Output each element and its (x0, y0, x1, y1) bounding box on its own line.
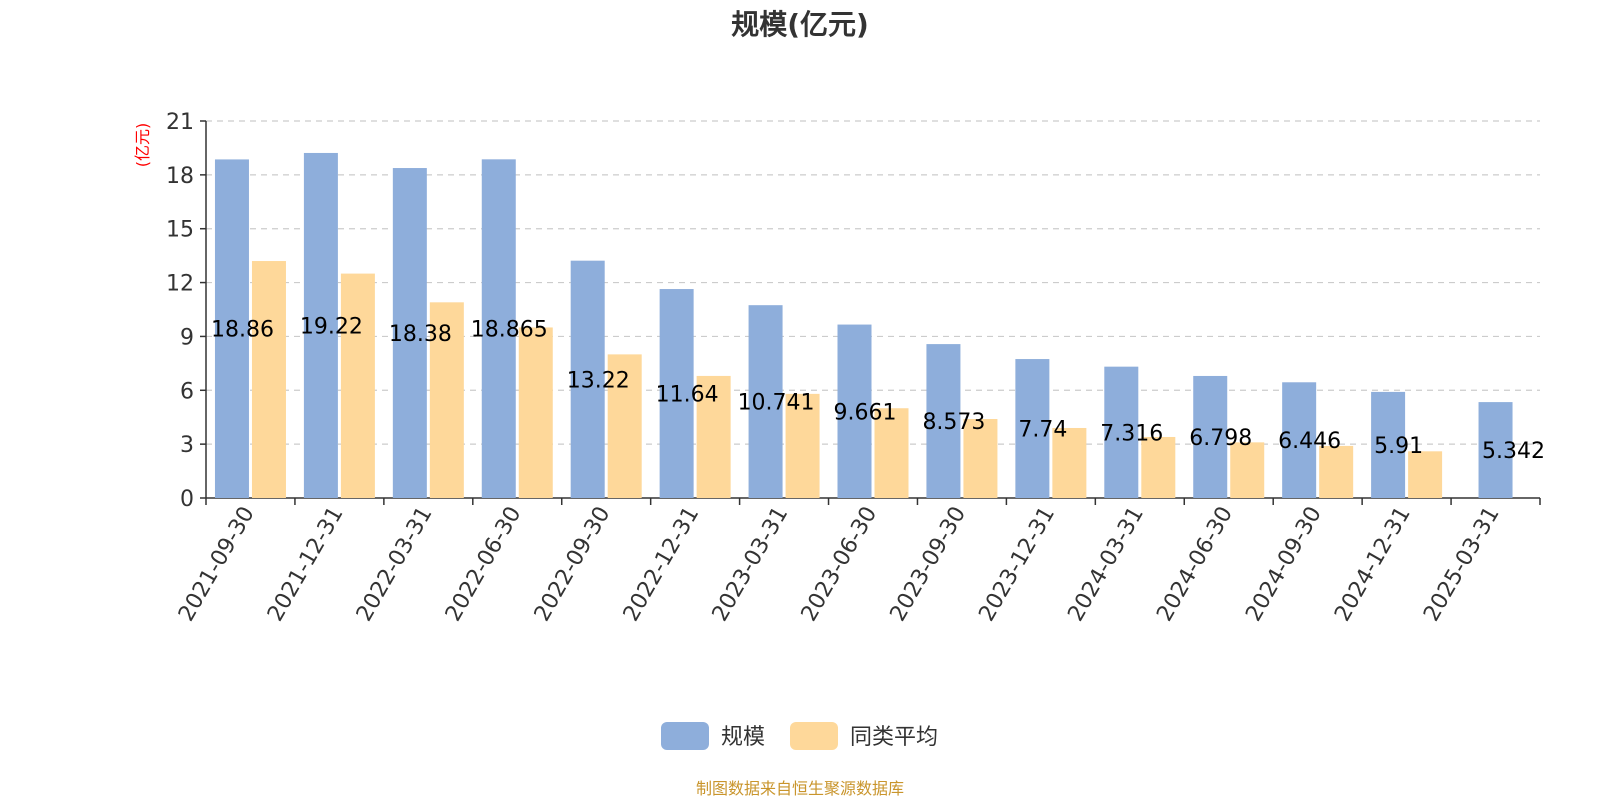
x-tick-label-2023-06-30: 2023-06-30 (797, 503, 883, 626)
data-source-note: 制图数据来自恒生聚源数据库 (696, 779, 904, 798)
legend: 规模 同类平均 (661, 722, 938, 750)
bar-category-average-2023-03-31 (785, 393, 820, 498)
bar-category-average-2023-06-30 (874, 408, 909, 498)
data-label-2022-09-30: 13.22 (567, 368, 630, 393)
y-tick-label: 15 (166, 218, 194, 243)
x-tick-labels: 2021-09-30 2021-12-31 2022-03-31 2022-06-30… (174, 503, 1505, 626)
data-label-2021-09-30: 18.86 (211, 318, 274, 343)
data-label-2023-06-30: 9.661 (834, 400, 897, 425)
bar-category-average-2024-09-30 (1319, 445, 1354, 498)
bar-category-average-2022-12-31 (696, 375, 731, 498)
bar-scale-2023-03-31 (748, 305, 783, 498)
legend-label-scale: 规模 (721, 725, 765, 750)
chart-title: 规模(亿元) (731, 8, 869, 41)
data-label-2022-06-30: 18.865 (471, 318, 548, 343)
bar-scale-2022-09-30 (570, 260, 605, 498)
data-label-2022-03-31: 18.38 (389, 322, 452, 347)
x-tick-label-2024-06-30: 2024-06-30 (1152, 503, 1238, 626)
x-tick-label-2024-03-31: 2024-03-31 (1063, 503, 1149, 626)
x-tick-label-2021-09-30: 2021-09-30 (174, 503, 260, 626)
x-tick-label-2022-03-31: 2022-03-31 (352, 503, 438, 626)
bar-category-average-2022-03-31 (429, 302, 464, 498)
bar-scale-2025-03-31 (1478, 402, 1513, 498)
x-tick-label-2023-03-31: 2023-03-31 (708, 503, 794, 626)
x-tick-label-2023-09-30: 2023-09-30 (886, 503, 972, 626)
data-label-2022-12-31: 11.64 (656, 383, 719, 408)
bar-scale-2024-09-30 (1282, 382, 1317, 498)
y-tick-label: 3 (180, 433, 194, 458)
y-tick-labels: 0 3 6 9 12 15 18 21 (166, 110, 194, 512)
bar-category-average-2024-12-31 (1408, 451, 1443, 498)
bar-scale-2023-09-30 (926, 344, 961, 498)
data-label-2025-03-31: 5.342 (1482, 439, 1545, 464)
data-label-2023-09-30: 8.573 (922, 410, 985, 435)
y-tick-label: 21 (166, 110, 194, 135)
legend-swatch-scale (661, 722, 709, 750)
bar-category-average-2024-06-30 (1230, 442, 1265, 498)
bar-category-average-2021-09-30 (251, 261, 286, 498)
bar-scale-2023-12-31 (1015, 359, 1050, 498)
y-axis-unit-label: (亿元) (133, 123, 152, 168)
bar-scale-2022-03-31 (392, 168, 427, 499)
bar-scale-2024-03-31 (1104, 366, 1139, 498)
data-label-2021-12-31: 19.22 (300, 314, 363, 339)
bar-scale-2021-12-31 (303, 152, 338, 498)
bar-scale-2021-09-30 (214, 159, 249, 498)
bar-category-average-2023-12-31 (1052, 427, 1087, 498)
x-tick-label-2021-12-31: 2021-12-31 (263, 503, 349, 626)
bar-scale-2022-06-30 (481, 159, 516, 498)
data-label-2024-12-31: 5.91 (1374, 434, 1423, 459)
bar-scale-2024-12-31 (1371, 391, 1406, 498)
y-tick-label: 9 (180, 325, 194, 350)
bar-category-average-2022-06-30 (518, 327, 553, 498)
data-labels: 18.86 19.22 18.38 18.865 13.22 11.64 10.741 9.6… (211, 314, 1545, 464)
bar-category-average-2022-09-30 (607, 354, 642, 498)
bar-category-average-2023-09-30 (963, 419, 998, 498)
data-label-2024-03-31: 7.316 (1100, 421, 1163, 446)
bar-scale-2023-06-30 (837, 324, 872, 498)
bar-category-average-2024-03-31 (1141, 436, 1176, 498)
x-tick-label-2024-09-30: 2024-09-30 (1241, 503, 1327, 626)
bar-scale-2022-12-31 (659, 289, 694, 498)
y-tick-label: 12 (166, 272, 194, 297)
data-label-2023-12-31: 7.74 (1018, 418, 1067, 443)
data-label-2023-03-31: 10.741 (738, 391, 815, 416)
bar-scale-2024-06-30 (1193, 375, 1228, 498)
x-tick-label-2022-12-31: 2022-12-31 (619, 503, 705, 626)
x-tick-label-2023-12-31: 2023-12-31 (974, 503, 1060, 626)
x-tick-label-2024-12-31: 2024-12-31 (1330, 503, 1416, 626)
legend-label-category-average: 同类平均 (850, 725, 938, 750)
y-tick-label: 18 (166, 164, 194, 189)
x-tick-label-2025-03-31: 2025-03-31 (1419, 503, 1505, 626)
data-label-2024-09-30: 6.446 (1278, 429, 1341, 454)
legend-swatch-category-average (790, 722, 838, 750)
axes (200, 120, 1541, 505)
x-tick-label-2022-09-30: 2022-09-30 (530, 503, 616, 626)
grid-lines (206, 120, 1540, 445)
y-tick-label: 0 (180, 487, 194, 512)
data-label-2024-06-30: 6.798 (1189, 426, 1252, 451)
bars (214, 152, 1513, 499)
x-tick-label-2022-06-30: 2022-06-30 (441, 503, 527, 626)
bar-category-average-2021-12-31 (340, 273, 375, 498)
y-tick-label: 6 (180, 379, 194, 404)
